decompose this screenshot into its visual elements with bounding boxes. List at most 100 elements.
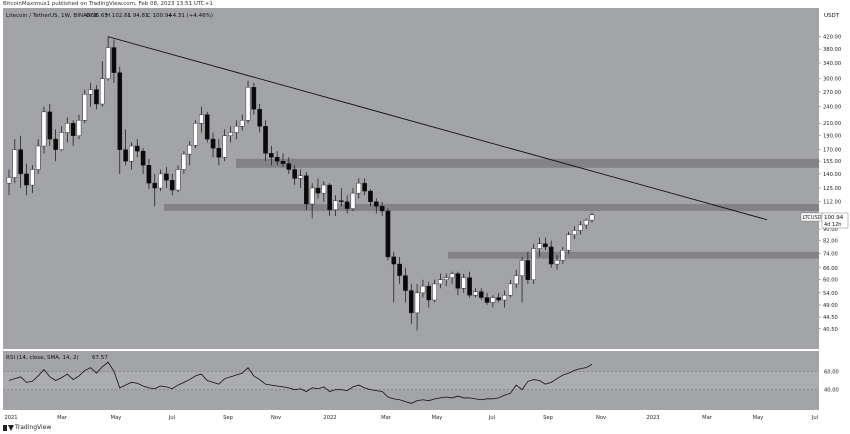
candle (362, 182, 367, 192)
countdown: 4d 12h (824, 222, 841, 228)
candle (513, 275, 519, 285)
candle (129, 145, 134, 162)
price-tick-label: 125.00 (823, 186, 841, 192)
resistance-trendline (107, 36, 768, 221)
candle (274, 156, 280, 162)
price-tick-label: 420.00 (823, 35, 841, 41)
candle (379, 206, 385, 212)
publisher-header: BitcoinMaximus1 published on TradingView… (0, 0, 850, 8)
candle (519, 260, 525, 276)
time-tick-label: May (432, 415, 443, 421)
candle (298, 175, 303, 179)
candle (152, 182, 158, 189)
candle (117, 72, 123, 150)
price-tick-label: 66.00 (823, 266, 838, 272)
candle (222, 135, 228, 158)
candle (53, 138, 58, 150)
candle (175, 169, 181, 191)
time-tick-label: Sep (223, 415, 233, 421)
price-tick-label: 170.00 (823, 148, 841, 154)
candle (30, 169, 35, 186)
candle (356, 182, 362, 194)
candle (502, 294, 507, 301)
last-price-marker: LTCUSDT 100.94 4d 12h (800, 212, 849, 229)
candle (443, 277, 449, 280)
candle (449, 273, 455, 278)
price-tick-label: 300.00 (823, 77, 841, 83)
time-tick-label: 2021 (4, 415, 17, 421)
candle (461, 277, 467, 289)
chart-container[interactable]: 420.00 380.00 340.00 300.00 270.00 240.00 210.… (0, 8, 850, 422)
candle (315, 187, 321, 194)
candle (373, 201, 379, 207)
candle (525, 260, 531, 280)
candle (216, 147, 222, 158)
candle (140, 150, 146, 166)
candle (158, 173, 163, 189)
time-tick-label: Jul (811, 415, 818, 421)
rsi-band (3, 371, 819, 390)
candle (350, 192, 356, 209)
candle (496, 297, 502, 301)
time-tick-label: May (753, 415, 764, 421)
candle (566, 234, 571, 251)
time-tick-label: Nov (271, 415, 281, 421)
last-price: 100.94 (824, 215, 844, 221)
candle (263, 126, 268, 154)
candle (490, 297, 496, 303)
time-axis-bg (0, 410, 850, 422)
symbol-legend: Litecoin / TetherUS, 1W, BINANCE (6, 13, 99, 19)
candle (397, 263, 402, 276)
candle (41, 111, 47, 147)
resistance-zone (164, 203, 819, 211)
resistance-zone (448, 251, 819, 259)
time-tick-label: Sep (543, 415, 553, 421)
time-tick-label: Jul (488, 415, 495, 421)
candle (82, 93, 88, 121)
candle (508, 283, 513, 296)
time-tick-label: Mar (381, 415, 392, 421)
candle (408, 290, 414, 314)
candle (455, 273, 461, 289)
time-tick-label: 2022 (323, 415, 336, 421)
rsi-line (8, 361, 593, 404)
ohlc-high: H 102.61 (106, 13, 131, 19)
candle (414, 292, 420, 314)
candle (438, 279, 443, 285)
candle (123, 149, 128, 162)
price-tick-label: 82.00 (823, 239, 838, 245)
price-tick-label: 74.00 (823, 251, 838, 257)
candle (548, 246, 554, 265)
ohlc-change: +4.31 (+4.46%) (168, 13, 213, 19)
candle (478, 291, 484, 298)
price-tick-label: 270.00 (823, 90, 841, 96)
candle (385, 210, 391, 258)
price-tick-label: 155.00 (823, 159, 841, 165)
candle (589, 214, 595, 221)
candle (70, 123, 76, 136)
time-tick-label: Jul (168, 415, 175, 421)
candle (35, 145, 41, 170)
price-tick-label: 210.00 (823, 121, 841, 127)
candle (251, 87, 257, 110)
price-tick-label: 340.00 (823, 61, 841, 67)
candle (572, 230, 577, 235)
candle (59, 132, 64, 150)
candle (292, 169, 297, 179)
candle (193, 123, 198, 146)
candle (280, 160, 286, 164)
candle (18, 149, 23, 175)
candle (76, 120, 82, 136)
candle (432, 283, 437, 301)
candle (309, 187, 315, 205)
candle (269, 153, 274, 158)
price-tick-label: 240.00 (823, 105, 841, 111)
candle (583, 219, 589, 226)
chart-svg[interactable]: 420.00 380.00 340.00 300.00 270.00 240.00 210.… (0, 8, 850, 422)
candle (333, 200, 338, 211)
candle (257, 108, 262, 127)
ohlc-close: C 100.94 (147, 13, 172, 19)
symbol-tag: LTCUSDT (803, 215, 826, 221)
candle (169, 180, 175, 191)
candle (111, 47, 117, 73)
